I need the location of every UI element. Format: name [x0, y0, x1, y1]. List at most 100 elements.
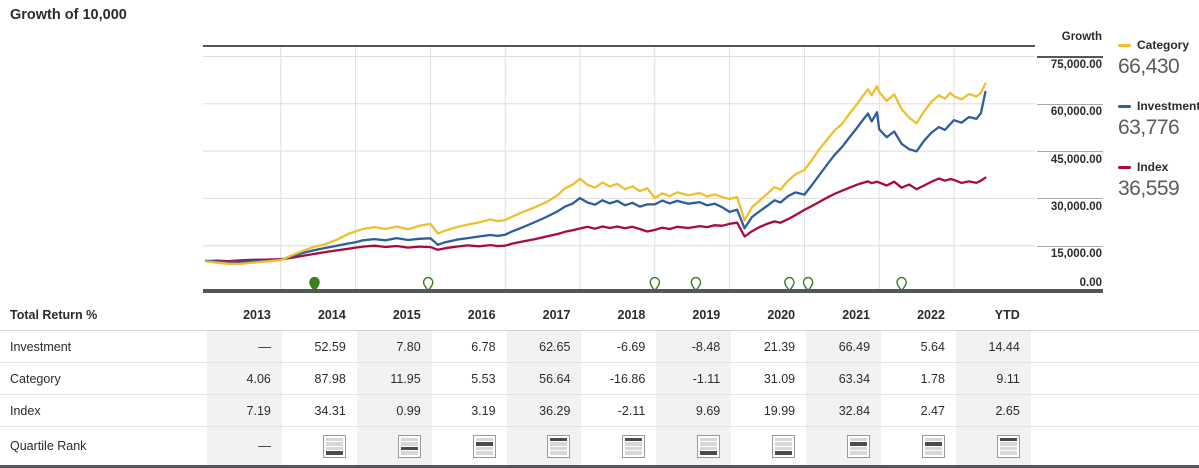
quartile-rank-icon-q1: [622, 434, 646, 458]
event-marker-pin[interactable]: [896, 276, 907, 293]
table-cell: 63.34: [806, 363, 882, 394]
table-cell: 34.31: [314, 403, 346, 418]
row-label: Quartile Rank: [10, 439, 87, 453]
table-cell: 6.78: [471, 339, 496, 354]
table-cell: 31.09: [763, 371, 796, 386]
table-header-year: 2013: [243, 308, 271, 322]
y-axis: Growth 75,000.00 60,000.00 45,000.00 30,000…: [1036, 0, 1103, 300]
quartile-cell: [506, 427, 582, 465]
series-category-line: [204, 82, 987, 266]
table-header-row: Total Return % 2013 2014 2015 2016 2017 2018 20…: [0, 300, 1199, 331]
table-header-spacer: [1031, 300, 1199, 330]
event-marker-pin[interactable]: [784, 276, 795, 293]
table-header-label: Total Return %: [10, 308, 98, 322]
table-header-year: YTD: [994, 308, 1020, 322]
row-label: Category: [10, 371, 61, 386]
table-cell: -2.11: [617, 403, 646, 418]
y-axis-tick-label: 60,000.00: [1050, 106, 1102, 119]
table-cell: 5.53: [471, 371, 496, 386]
quartile-cell: [731, 427, 806, 465]
legend-item-investment[interactable]: Investment 63,776: [1118, 99, 1199, 140]
table-cell: 36.29: [506, 395, 582, 426]
table-cell: 4.06: [207, 363, 282, 394]
chart-x-axis-line: [203, 289, 1103, 293]
table-header-year: 2021: [842, 308, 871, 322]
quartile-cell: [881, 427, 956, 465]
table-cell: 9.11: [955, 363, 1031, 394]
table-row-quartile-rank: Quartile Rank —: [0, 427, 1199, 465]
growth-chart: Growth 75,000.00 60,000.00 45,000.00 30,000…: [203, 0, 1199, 300]
event-marker-pin[interactable]: [422, 276, 434, 293]
event-marker-pin-filled[interactable]: [309, 276, 320, 293]
legend-value-index: 36,559: [1118, 177, 1180, 200]
series-investment-line: [204, 90, 987, 264]
table-cell: -6.69: [616, 339, 646, 354]
quartile-rank-icon-q1: [547, 434, 571, 458]
quartile-cell: [581, 427, 656, 465]
table-row-category: Category 4.06 87.98 11.95 5.53 56.64 -16.86 -1.…: [0, 363, 1199, 395]
y-tick-line: [1037, 151, 1103, 153]
table-header-year: 2016: [467, 308, 496, 322]
y-axis-title: Growth: [1061, 31, 1102, 43]
table-cell: 19.99: [763, 403, 796, 418]
y-tick-line: [1037, 245, 1103, 247]
table-cell: 7.19: [207, 395, 282, 426]
table-cell: -16.86: [609, 371, 646, 386]
table-cell: -8.48: [656, 331, 732, 362]
quartile-cell: [356, 427, 432, 465]
table-cell: 56.64: [506, 363, 582, 394]
table-cell: 1.78: [920, 371, 945, 386]
row-label: Investment: [10, 339, 72, 354]
y-axis-tick-label: 45,000.00: [1050, 153, 1102, 166]
legend-value-category: 66,430: [1118, 55, 1180, 78]
quartile-cell: [432, 427, 507, 465]
table-header-year: 2019: [692, 308, 721, 322]
y-axis-tick-label: 0.00: [1079, 277, 1102, 289]
y-axis-tick-label: 30,000.00: [1050, 200, 1102, 213]
event-marker-pin[interactable]: [690, 276, 702, 293]
table-cell: 62.65: [506, 331, 582, 362]
quartile-cell: [955, 427, 1031, 465]
quartile-rank-icon-q2: [847, 434, 871, 458]
quartile-rank-icon-q2: [921, 434, 945, 458]
quartile-rank-icon-q4: [772, 434, 796, 458]
chart-top-border: [203, 45, 1035, 47]
y-tick-line-dark: [1037, 55, 1103, 58]
category-line-swatch: [1118, 43, 1131, 47]
row-spacer: [1031, 427, 1199, 465]
table-cell: 52.59: [314, 339, 346, 354]
quartile-rank-icon-q1: [996, 434, 1020, 458]
legend-item-index[interactable]: Index 36,559: [1118, 160, 1180, 201]
table-cell: 0.99: [356, 395, 432, 426]
quartile-cell: [282, 427, 357, 465]
table-cell: 87.98: [314, 371, 346, 386]
event-marker-pin[interactable]: [802, 276, 814, 293]
table-cell: —: [207, 427, 282, 465]
quartile-rank-icon-q4: [697, 434, 721, 458]
quartile-cell: [656, 427, 732, 465]
legend-value-investment: 63,776: [1118, 116, 1180, 139]
quartile-cell: [806, 427, 882, 465]
page-title: Growth of 10,000: [10, 7, 127, 23]
row-spacer: [1031, 331, 1199, 362]
table-header-year: 2015: [392, 308, 421, 322]
legend-label-category: Category: [1137, 38, 1190, 52]
table-cell: 21.39: [763, 339, 796, 354]
legend-label-investment: Investment: [1137, 99, 1199, 113]
table-cell: 3.19: [471, 403, 496, 418]
table-row-index: Index 7.19 34.31 0.99 3.19 36.29 -2.11 9.69 19.9…: [0, 395, 1199, 427]
series-index-line: [204, 176, 987, 263]
event-marker-pin[interactable]: [649, 276, 661, 293]
table-cell: 2.65: [955, 395, 1031, 426]
y-axis-tick-label: 75,000.00: [1050, 59, 1102, 71]
growth-chart-plot[interactable]: [203, 47, 1035, 293]
table-cell: 2.47: [920, 403, 945, 418]
table-header-year: 2014: [317, 308, 346, 322]
table-cell: 14.44: [955, 331, 1031, 362]
chart-legend: Category 66,430 Investment 63,776 Index …: [1118, 0, 1199, 300]
quartile-rank-icon-q2: [472, 434, 496, 458]
table-cell: 32.84: [806, 395, 882, 426]
legend-item-category[interactable]: Category 66,430: [1118, 38, 1189, 79]
quartile-rank-icon-q4: [322, 434, 346, 458]
